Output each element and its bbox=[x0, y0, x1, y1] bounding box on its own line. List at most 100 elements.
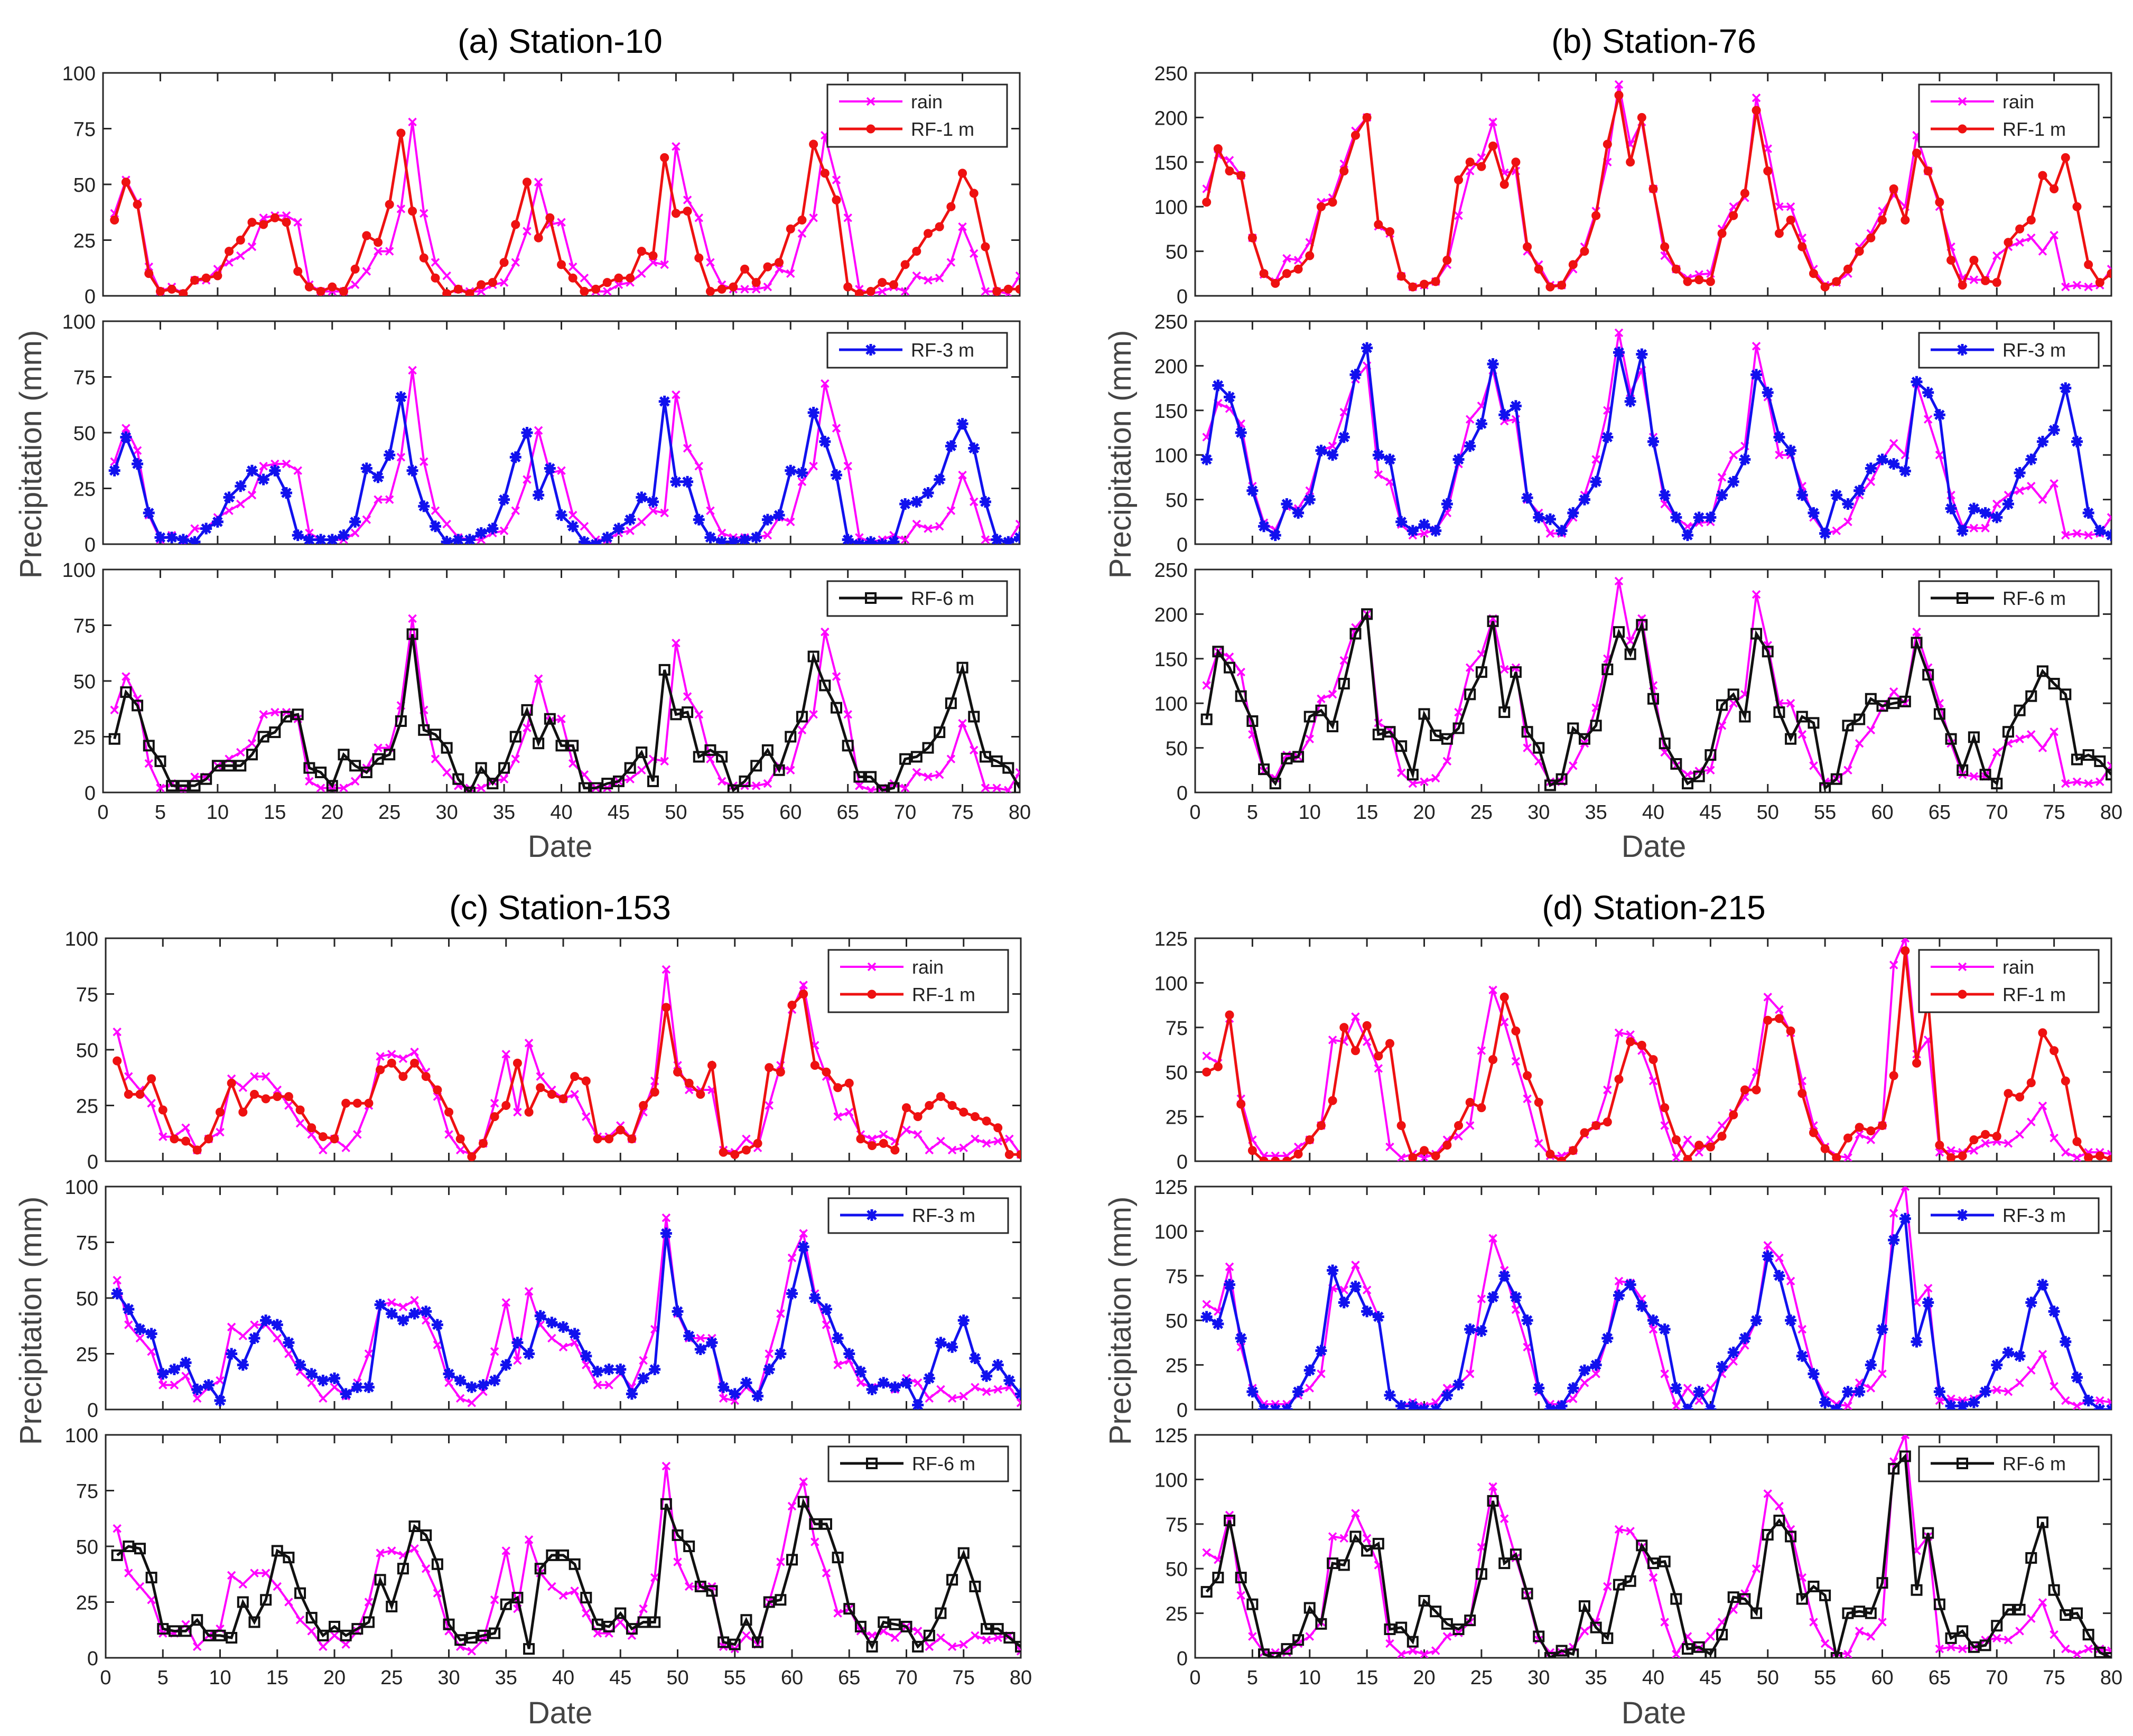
model-point-42 bbox=[591, 1366, 603, 1378]
model-point-30 bbox=[453, 284, 463, 294]
model-point-42 bbox=[591, 1618, 603, 1630]
model-point-29 bbox=[443, 1368, 455, 1380]
model-point-72 bbox=[935, 222, 944, 231]
x-tick-label: 40 bbox=[550, 801, 572, 824]
model-point-61 bbox=[1899, 1450, 1911, 1462]
model-point-19 bbox=[326, 780, 338, 792]
model-point-legend bbox=[1958, 124, 1967, 134]
model-point-15 bbox=[281, 711, 292, 723]
model-point-76 bbox=[979, 496, 991, 508]
model-point-70 bbox=[912, 247, 921, 256]
rain-point-74 bbox=[2050, 1630, 2059, 1639]
rain-point-42 bbox=[593, 1629, 602, 1638]
model-point-34 bbox=[1590, 1359, 1602, 1371]
model-point-75 bbox=[970, 1112, 980, 1122]
rain-point-19 bbox=[1420, 1650, 1429, 1658]
model-point-9 bbox=[213, 271, 222, 281]
x-tick-label: 80 bbox=[1010, 1667, 1032, 1689]
x-tick-label: 15 bbox=[1356, 1667, 1378, 1689]
rain-point-23 bbox=[374, 743, 383, 752]
model-point-22 bbox=[1452, 1623, 1465, 1635]
model-point-11 bbox=[236, 236, 245, 245]
model-point-17 bbox=[1395, 1400, 1408, 1410]
model-point-53 bbox=[718, 1381, 730, 1393]
rain-point-73 bbox=[2038, 1102, 2047, 1110]
model-point-66 bbox=[865, 771, 877, 783]
rain-point-60 bbox=[1889, 687, 1898, 696]
model-point-74 bbox=[2050, 184, 2059, 193]
model-point-64 bbox=[843, 1348, 855, 1360]
rain-point-0 bbox=[1202, 1051, 1211, 1061]
rain-point-10 bbox=[227, 1571, 236, 1580]
rain-point-23 bbox=[1465, 663, 1475, 672]
model-point-31 bbox=[1555, 773, 1568, 785]
model-point-33 bbox=[488, 278, 497, 287]
model-point-62 bbox=[1911, 637, 1923, 649]
y-tick-label: 100 bbox=[62, 311, 96, 333]
y-axis-label: Precipitation (mm) bbox=[1103, 1197, 1138, 1445]
model-point-38 bbox=[1636, 348, 1648, 360]
y-tick-label: 0 bbox=[85, 782, 96, 805]
rain-point-75 bbox=[2061, 1396, 2070, 1405]
rain-point-72 bbox=[935, 274, 944, 283]
model-point-35 bbox=[1601, 664, 1614, 676]
model-point-32 bbox=[478, 1138, 488, 1148]
rain-point-14 bbox=[273, 1333, 282, 1343]
rain-point-20 bbox=[1431, 1646, 1440, 1655]
model-point-13 bbox=[1349, 1281, 1362, 1293]
rain-point-9 bbox=[1305, 1384, 1314, 1393]
rain-point-50 bbox=[1775, 1253, 1784, 1263]
model-point-32 bbox=[1567, 1648, 1579, 1658]
model-point-51 bbox=[1786, 1026, 1795, 1036]
model-point-57 bbox=[1853, 1606, 1866, 1618]
rain-point-43 bbox=[604, 1380, 613, 1389]
model-point-53 bbox=[716, 751, 728, 763]
model-point-75 bbox=[2060, 688, 2072, 701]
rain-point-73 bbox=[2038, 743, 2047, 752]
model-point-48 bbox=[662, 1003, 671, 1012]
model-point-18 bbox=[1407, 525, 1419, 537]
model-point-40 bbox=[1659, 738, 1671, 750]
model-point-56 bbox=[1842, 720, 1854, 732]
model-point-64 bbox=[843, 282, 853, 292]
rain-point-28 bbox=[1523, 1342, 1532, 1352]
rain-point-41 bbox=[1672, 1402, 1681, 1410]
x-tick-label: 35 bbox=[493, 801, 515, 824]
model-point-26 bbox=[1498, 409, 1511, 421]
rain-point-37 bbox=[1626, 1527, 1635, 1536]
rain-point-22 bbox=[1454, 707, 1463, 717]
rain-point-9 bbox=[1305, 1632, 1314, 1641]
rain-point-50 bbox=[1775, 1501, 1784, 1511]
rain-point-49 bbox=[1763, 1489, 1772, 1498]
rain-point-76 bbox=[2072, 529, 2082, 538]
model-point-72 bbox=[936, 1092, 945, 1102]
model-point-42 bbox=[590, 782, 602, 792]
model-point-68 bbox=[889, 280, 898, 290]
model-point-32 bbox=[1567, 722, 1579, 734]
rain-point-4 bbox=[1248, 1632, 1257, 1641]
rain-point-4 bbox=[159, 1132, 167, 1141]
model-point-78 bbox=[1003, 284, 1013, 294]
y-tick-label: 250 bbox=[1154, 63, 1188, 85]
y-tick-label: 0 bbox=[1177, 286, 1188, 308]
rain-point-21 bbox=[1442, 1632, 1452, 1641]
rain-point-53 bbox=[1809, 761, 1818, 770]
model-point-56 bbox=[753, 1138, 762, 1148]
model-point-13 bbox=[260, 1594, 272, 1606]
model-point-6 bbox=[1271, 278, 1280, 288]
rain-point-58 bbox=[775, 265, 784, 274]
model-point-76 bbox=[2071, 1607, 2083, 1619]
model-point-45 bbox=[1717, 229, 1727, 238]
model-point-33 bbox=[1580, 1128, 1589, 1137]
rain-point-73 bbox=[947, 1145, 957, 1155]
rain-point-17 bbox=[307, 1378, 316, 1387]
model-point-31 bbox=[465, 289, 474, 296]
model-point-34 bbox=[1590, 720, 1602, 732]
rain-point-35 bbox=[1603, 1582, 1612, 1591]
model-point-16 bbox=[1384, 726, 1396, 738]
model-point-77 bbox=[991, 755, 1003, 767]
rain-point-18 bbox=[1408, 1646, 1418, 1655]
rain-point-9 bbox=[216, 1376, 225, 1385]
model-point-25 bbox=[397, 1563, 409, 1575]
